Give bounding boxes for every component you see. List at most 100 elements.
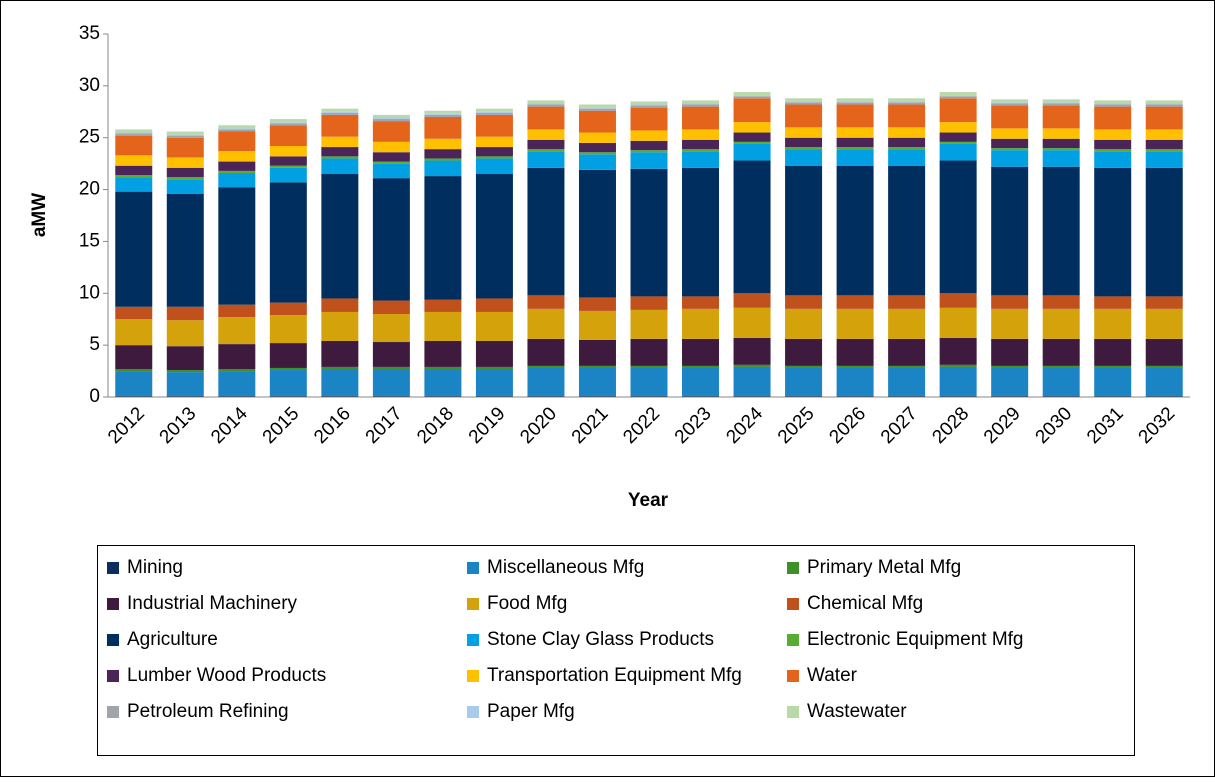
bar-segment xyxy=(578,154,616,170)
bar-segment xyxy=(424,160,462,177)
bar-segment xyxy=(733,96,771,99)
bar-segment xyxy=(785,147,823,150)
legend-swatch xyxy=(107,634,119,646)
bar-segment xyxy=(1145,139,1183,150)
bar-segment xyxy=(785,102,823,105)
bar-segment xyxy=(269,370,307,396)
bar-segment xyxy=(733,132,771,142)
y-tick-label: 15 xyxy=(79,230,100,251)
bar-segment xyxy=(836,102,874,105)
bar-segment xyxy=(939,337,977,365)
bar-segment xyxy=(1094,149,1132,152)
bar-segment xyxy=(1042,150,1080,167)
bar-segment xyxy=(372,161,410,164)
bar-segment xyxy=(1042,138,1080,149)
bar-segment xyxy=(733,95,771,97)
legend-swatch xyxy=(107,670,119,682)
legend-label: Miscellaneous Mfg xyxy=(487,557,644,578)
bar-segment xyxy=(733,366,771,396)
bar-segment xyxy=(836,149,874,166)
legend-label: Agriculture xyxy=(127,629,218,650)
bar-segment xyxy=(1145,296,1183,309)
bar-segment xyxy=(424,149,462,159)
bar-segment xyxy=(578,395,616,397)
legend-swatch xyxy=(787,706,799,718)
bar-segment xyxy=(475,311,513,341)
legend-box xyxy=(97,545,1135,756)
bar-segment xyxy=(424,299,462,312)
legend-swatch xyxy=(467,598,479,610)
bar-segment xyxy=(1145,167,1183,297)
bar-segment xyxy=(991,295,1029,309)
bar-segment xyxy=(475,156,513,159)
bar-segment xyxy=(836,308,874,339)
bar-segment xyxy=(166,134,204,136)
bar-segment xyxy=(888,127,926,138)
bar-segment xyxy=(321,112,359,115)
bar-segment xyxy=(321,395,359,397)
bar-segment xyxy=(1145,308,1183,339)
bar-segment xyxy=(888,367,926,396)
bar-segment xyxy=(836,98,874,102)
bar-segment xyxy=(1094,367,1132,396)
x-axis-title: Year xyxy=(628,490,669,511)
legend-swatch xyxy=(787,634,799,646)
bar-segment xyxy=(630,105,668,108)
bar-segment xyxy=(166,157,204,168)
bar-segment xyxy=(269,119,307,123)
bar-segment xyxy=(115,345,153,369)
bar-segment xyxy=(475,340,513,367)
bar-segment xyxy=(527,106,565,130)
bar-segment xyxy=(1042,105,1080,129)
bar-segment xyxy=(888,338,926,366)
bar-segment xyxy=(372,121,410,142)
bar-segment xyxy=(1145,395,1183,397)
bar-segment xyxy=(630,338,668,366)
legend-label: Paper Mfg xyxy=(487,701,575,722)
bar-segment xyxy=(836,137,874,148)
bar-segment xyxy=(1042,338,1080,366)
bar-segment xyxy=(475,298,513,312)
bar-segment xyxy=(785,365,823,368)
bar-segment xyxy=(630,104,668,106)
bar-segment xyxy=(682,308,720,339)
bar-segment xyxy=(527,338,565,366)
bar-segment xyxy=(372,119,410,122)
bar-segment xyxy=(630,152,668,169)
bar-segment xyxy=(836,147,874,150)
bar-segment xyxy=(218,170,256,173)
bar-segment xyxy=(939,92,977,96)
bar-segment xyxy=(1145,149,1183,152)
bar-segment xyxy=(888,101,926,103)
bar-segment xyxy=(372,114,410,119)
bar-segment xyxy=(939,122,977,133)
bar-segment xyxy=(1094,103,1132,105)
bar-segment xyxy=(1094,167,1132,297)
bar-segment xyxy=(888,98,926,102)
bar-segment xyxy=(682,338,720,366)
bar-segment xyxy=(682,100,720,104)
legend-swatch xyxy=(467,706,479,718)
bar-segment xyxy=(991,308,1029,339)
bar-segment xyxy=(836,101,874,103)
bar-segment xyxy=(1145,151,1183,168)
bar-segment xyxy=(733,364,771,367)
legend-label: Mining xyxy=(127,557,183,578)
legend-label: Water xyxy=(807,665,858,686)
bar-segment xyxy=(424,114,462,117)
bar-segment xyxy=(166,131,204,135)
bar-segment xyxy=(888,295,926,309)
bar-segment xyxy=(424,113,462,115)
y-tick-label: 10 xyxy=(79,282,100,303)
legend-label: Electronic Equipment Mfg xyxy=(807,629,1024,650)
bar-segment xyxy=(115,368,153,372)
bar-segment xyxy=(991,105,1029,129)
bar-segment xyxy=(630,168,668,297)
bar-segment xyxy=(372,163,410,179)
bar-segment xyxy=(269,182,307,303)
bar-segment xyxy=(475,366,513,369)
bar-segment xyxy=(888,165,926,296)
bar-segment xyxy=(1094,100,1132,104)
bar-segment xyxy=(218,317,256,345)
bar-segment xyxy=(475,395,513,397)
